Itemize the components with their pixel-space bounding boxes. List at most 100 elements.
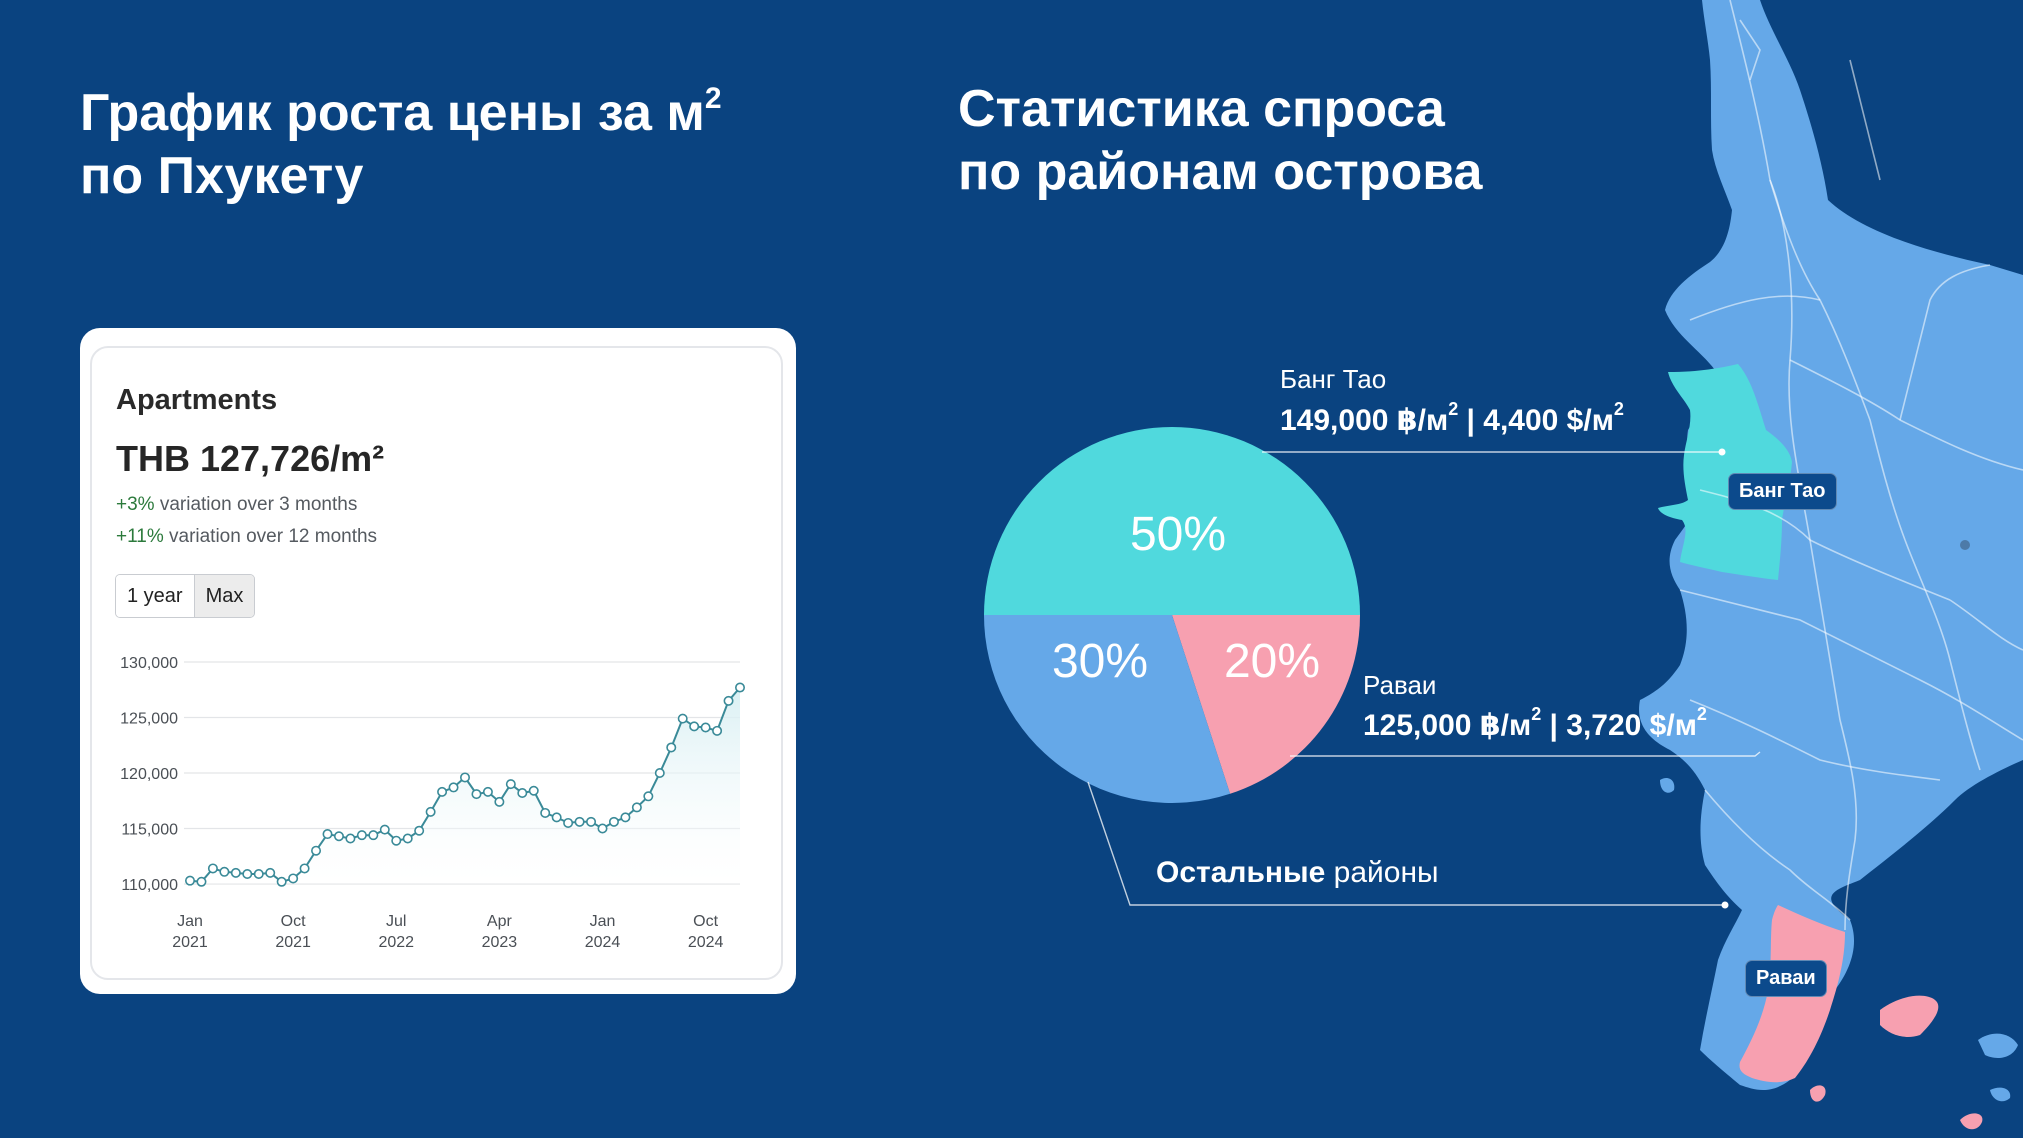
data-point	[505, 779, 516, 790]
price-card: Apartments THB 127,726/m² +3% variation …	[80, 328, 796, 994]
bang-tao-label: Банг Тао	[1280, 364, 1387, 394]
data-point	[219, 866, 230, 877]
data-point	[253, 869, 264, 880]
data-point	[207, 863, 218, 874]
left-title-line1: График роста цены за м	[80, 84, 705, 142]
data-point	[425, 806, 436, 817]
leader-line	[1290, 751, 1761, 757]
property-type: Apartments	[116, 384, 278, 416]
rawai-price: 125,000 ฿/м2 | 3,720 $/м2	[1363, 705, 1707, 743]
range-1-year-button[interactable]: 1 year	[116, 575, 194, 617]
pie-slice	[984, 615, 1231, 804]
data-point	[482, 786, 493, 797]
data-point	[414, 825, 425, 836]
data-point	[391, 835, 402, 846]
range-max-button[interactable]: Max	[193, 575, 255, 617]
left-title: График роста цены за м2 по Пхукету	[80, 82, 800, 208]
variation-12m-pct: +11%	[116, 526, 164, 547]
data-point	[620, 812, 631, 823]
x-tick-month: Oct	[281, 913, 306, 930]
data-point	[459, 772, 470, 783]
data-point	[517, 787, 528, 798]
data-point	[322, 829, 333, 840]
right-title-line2: по районам острова	[958, 143, 1483, 201]
data-point	[666, 742, 677, 753]
data-point	[379, 824, 390, 835]
data-point	[551, 812, 562, 823]
data-point	[608, 816, 619, 827]
data-point	[345, 833, 356, 844]
right-title-line1: Статистика спроса	[958, 80, 1445, 138]
data-point	[368, 830, 379, 841]
data-point	[402, 833, 413, 844]
island-shape	[1639, 0, 2023, 1090]
island-piece	[1810, 1085, 1826, 1102]
x-tick-month: Jan	[590, 913, 616, 930]
x-tick-month: Oct	[693, 913, 718, 930]
island-piece	[1960, 1113, 1983, 1130]
x-tick-year: 2022	[378, 934, 414, 951]
island-piece	[1660, 778, 1675, 793]
road-lines	[1679, 0, 2023, 931]
data-point	[563, 817, 574, 828]
rawai-label: Раваи	[1363, 670, 1437, 700]
pie-slice-label: 20%	[1224, 635, 1320, 688]
pie-slice-label: 30%	[1052, 635, 1148, 688]
bang-tao-area	[1658, 364, 1792, 580]
data-point	[597, 823, 608, 834]
others-label: Остальные районы	[1156, 856, 1439, 890]
data-point	[299, 863, 310, 874]
x-tick-month: Jan	[177, 913, 203, 930]
island-piece	[1990, 1087, 2011, 1102]
y-tick-label: 110,000	[121, 877, 178, 894]
data-point	[276, 876, 287, 887]
rawai-price-thb: 125,000 ฿/м	[1363, 709, 1532, 742]
data-point	[333, 831, 344, 842]
data-point	[230, 867, 241, 878]
y-tick-label: 115,000	[121, 822, 178, 839]
range-toggle: 1 year Max	[115, 574, 256, 618]
data-point	[631, 802, 642, 813]
data-point	[723, 695, 734, 706]
x-tick-year: 2023	[482, 934, 518, 951]
map-badge-bang-tao: Банг Тао	[1728, 473, 1837, 510]
rawai-sup-2: 2	[1696, 704, 1707, 724]
y-tick-label: 130,000	[120, 655, 178, 672]
x-tick-year: 2024	[585, 934, 621, 951]
variation-12m-text: variation over 12 months	[169, 526, 378, 547]
pie-slice	[984, 427, 1360, 615]
left-title-sup: 2	[704, 81, 722, 115]
data-point	[185, 875, 196, 886]
data-point	[471, 789, 482, 800]
data-point	[437, 786, 448, 797]
data-point	[540, 807, 551, 818]
data-point	[700, 722, 711, 733]
x-tick-month: Apr	[487, 913, 513, 930]
bang-tao-price: 149,000 ฿/м2 | 4,400 $/м2	[1280, 400, 1624, 438]
bang-tao-sup-2: 2	[1613, 399, 1624, 419]
data-point	[654, 767, 665, 778]
data-point	[196, 876, 207, 887]
left-title-line2: по Пхукету	[80, 147, 364, 205]
rawai-price-usd: | 3,720 $/м	[1541, 709, 1697, 742]
data-point	[712, 725, 723, 736]
current-price: THB 127,726/m²	[116, 438, 385, 479]
data-point	[574, 816, 585, 827]
leader-dot	[1721, 901, 1729, 909]
map-badge-rawai: Раваи	[1745, 960, 1827, 997]
variation-3m-pct: +3%	[116, 494, 155, 515]
others-label-bold: Остальные	[1156, 856, 1326, 889]
data-point	[448, 782, 459, 793]
right-title: Статистика спроса по районам острова	[958, 78, 1678, 204]
data-point	[288, 873, 299, 884]
data-point	[586, 816, 597, 827]
data-point	[528, 785, 539, 796]
data-point	[356, 830, 367, 841]
pie-slice	[1172, 615, 1360, 794]
bang-tao-price-thb: 149,000 ฿/м	[1280, 404, 1449, 437]
bang-tao-sup-1: 2	[1448, 399, 1459, 419]
variation-3m-text: variation over 3 months	[159, 494, 358, 515]
data-point	[265, 867, 276, 878]
